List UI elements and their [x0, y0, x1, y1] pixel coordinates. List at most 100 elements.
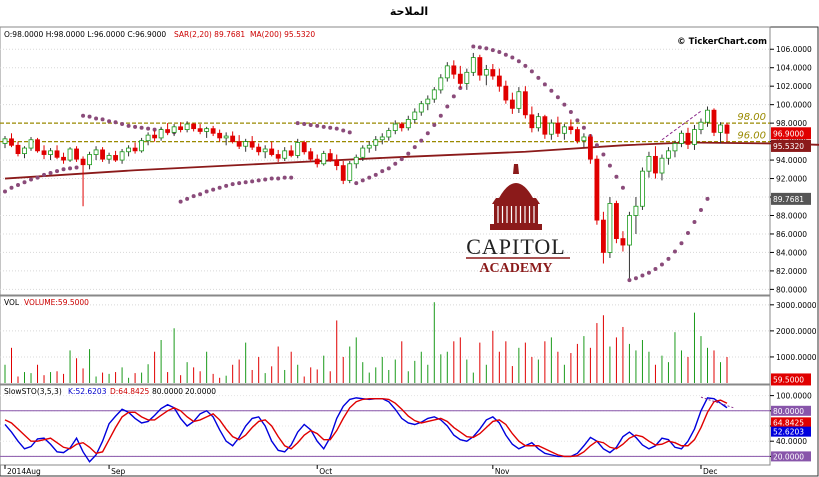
candle-body: [217, 132, 223, 139]
candle-body: [561, 126, 567, 134]
trend-line: [661, 110, 702, 141]
sar-dot: [74, 165, 79, 170]
candle-body: [614, 203, 619, 239]
volume-tick-label: 1000.0000: [776, 353, 817, 362]
sar-dot: [445, 104, 450, 109]
sar-dot: [81, 113, 86, 118]
candle-body: [243, 141, 249, 147]
sar-dot: [633, 276, 638, 281]
logo-capitol-text: CAPITOL: [466, 234, 566, 259]
sar-readout: SAR(2,20) 89.7681: [174, 30, 245, 39]
candle-body: [74, 148, 79, 160]
sar-dot: [113, 120, 118, 125]
time-tick-label: Oct: [319, 467, 332, 476]
candle-body: [171, 126, 177, 133]
candle-body: [477, 57, 483, 76]
candle-body: [425, 98, 431, 105]
candle-body: [640, 170, 645, 207]
candle-body: [327, 153, 333, 161]
sar-dot: [237, 181, 242, 186]
sar-dot: [146, 126, 151, 131]
price-tick-label: 94.0000: [776, 156, 807, 165]
sar-dot: [627, 278, 632, 283]
tickerchart-watermark: © TickerChart.com: [677, 37, 767, 47]
sar-dot: [321, 124, 326, 129]
candle-body: [607, 203, 613, 253]
sar-dot: [692, 219, 697, 224]
sar-dot: [29, 177, 34, 182]
sar-dot: [126, 123, 131, 128]
stochastic-title: SlowSTO(3,5,3): [4, 387, 62, 396]
sar-dot: [640, 273, 645, 278]
price-panel[interactable]: 80.000082.000084.000086.000088.000090.00…: [0, 26, 819, 296]
sar-dot: [510, 55, 515, 60]
stochastic-tick-label: 40.0000: [776, 437, 807, 446]
candle-body: [87, 154, 92, 166]
sar-dot: [542, 82, 547, 87]
sar-dot: [607, 163, 612, 168]
price-tick-label: 88.0000: [776, 211, 807, 220]
sar-dot: [575, 118, 580, 123]
sar-dot: [133, 124, 138, 129]
sar-dot: [87, 114, 92, 119]
stochastic-k-readout: K:52.6203: [68, 387, 107, 396]
candle-body: [600, 219, 606, 253]
sar-dot: [354, 181, 359, 186]
logo-dome-part: [499, 183, 533, 198]
sar-dot: [256, 178, 261, 183]
sar-dot: [191, 194, 196, 199]
stochastic-panel[interactable]: 20.000040.000060.000080.0000100.000080.0…: [0, 384, 812, 466]
time-tick-label: Dec: [703, 467, 718, 476]
sar-dot: [516, 59, 521, 64]
sar-price-tag-bg: [771, 192, 811, 205]
sar-dot: [16, 183, 21, 188]
candle-body: [457, 73, 463, 84]
sar-dot: [3, 189, 7, 194]
candle-body: [633, 205, 639, 216]
volume-tick-label: 3000.0000: [776, 301, 817, 310]
volume-panel[interactable]: 1000.0000 2000.0000 3000.0000 59.5000 VOL V…: [0, 295, 817, 386]
sar-dot: [451, 94, 456, 99]
stochastic-tag-bg: [771, 405, 811, 416]
sar-dot: [347, 130, 352, 135]
sar-dot: [471, 44, 476, 49]
candle-body: [321, 153, 327, 165]
sar-dot: [269, 176, 274, 181]
sar-dot: [685, 231, 690, 236]
candle-body: [705, 109, 710, 123]
sar-dot: [620, 185, 625, 190]
price-tick-label: 102.0000: [776, 82, 812, 91]
sar-dot: [698, 207, 703, 212]
time-axis: 2014AugSepOctNovDec2015Jan: [0, 464, 770, 476]
candle-body: [2, 138, 8, 144]
sar-dot: [497, 50, 502, 55]
sar-dot: [100, 117, 105, 122]
candle-body: [347, 163, 353, 181]
sar-dot: [646, 270, 651, 275]
sar-dot: [659, 262, 664, 267]
sar-dot: [42, 172, 47, 177]
sar-dot: [139, 125, 144, 130]
candle-body: [679, 132, 684, 144]
candle-body: [15, 144, 21, 155]
sar-dot: [341, 128, 346, 133]
candle-body: [126, 147, 132, 153]
candle-body: [256, 146, 262, 153]
sar-dot: [490, 48, 495, 53]
candle-body: [340, 165, 346, 181]
logo-dome-part: [492, 198, 540, 204]
price-tick-label: 106.0000: [776, 45, 812, 54]
candle-body: [165, 129, 171, 133]
price-tick-label: 100.0000: [776, 101, 812, 110]
sar-dot: [523, 63, 528, 68]
sar-dot: [555, 95, 560, 100]
stochastic-d-line: [4, 397, 728, 458]
price-tick-label: 86.0000: [776, 230, 807, 239]
candle-body: [568, 126, 574, 130]
candle-body: [113, 155, 118, 161]
candle-body: [308, 151, 314, 160]
sar-dot: [250, 179, 255, 184]
candle-body: [587, 136, 593, 160]
sar-dot: [614, 174, 619, 179]
ma-price-tag-bg: [771, 139, 811, 152]
